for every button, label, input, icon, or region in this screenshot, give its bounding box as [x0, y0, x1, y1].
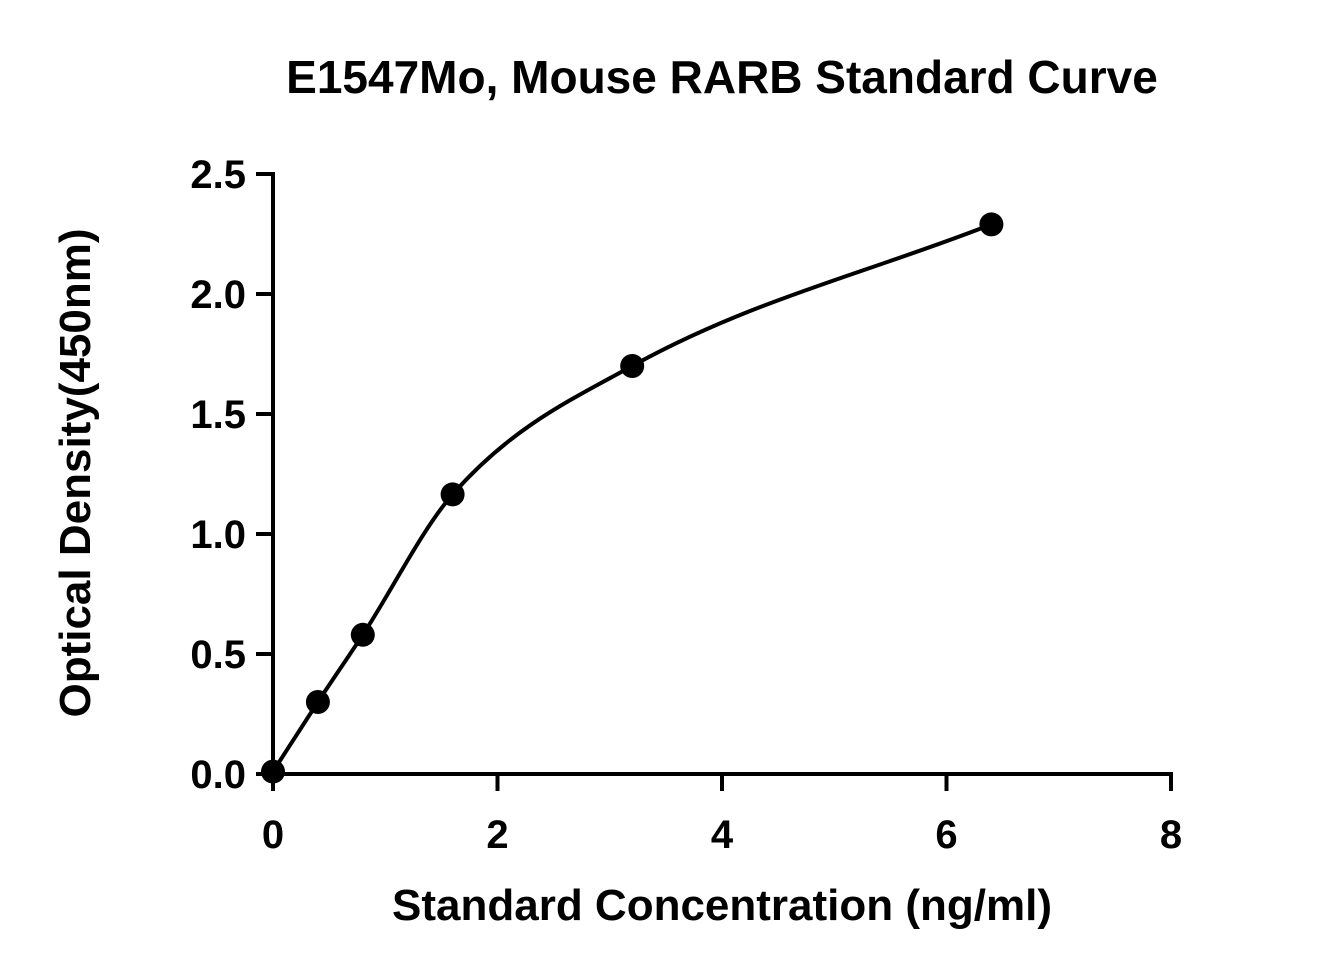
- data-point: [620, 354, 645, 378]
- data-point: [440, 482, 465, 507]
- y-tick-label: 1.0: [190, 513, 246, 557]
- y-tick-label: 0.5: [190, 633, 246, 677]
- y-tick-label: 2.0: [190, 273, 246, 317]
- x-axis-label: Standard Concentration (ng/ml): [392, 881, 1052, 930]
- axes: 0 2 4 6 8 0.0 0.5 1.0 1.5 2.0 2.5: [190, 153, 1182, 857]
- y-tick-label: 1.5: [190, 393, 246, 437]
- y-tick-label: 2.5: [190, 153, 246, 197]
- data-point: [305, 690, 330, 714]
- x-tick-label: 8: [1160, 813, 1182, 857]
- fit-curve: [271, 222, 993, 773]
- data-point: [350, 622, 375, 647]
- data-point: [979, 212, 1004, 237]
- x-tick-label: 0: [262, 813, 284, 857]
- data-points: [261, 212, 1004, 784]
- chart-title: E1547Mo, Mouse RARB Standard Curve: [286, 51, 1158, 103]
- fit-curve-group: [271, 222, 993, 773]
- x-tick-label: 2: [486, 813, 508, 857]
- y-tick-label: 0.0: [190, 753, 246, 797]
- x-tick-label: 4: [711, 813, 734, 857]
- y-axis-label: Optical Density(450nm): [51, 228, 100, 717]
- data-point: [261, 759, 285, 784]
- x-tick-label: 6: [935, 813, 957, 857]
